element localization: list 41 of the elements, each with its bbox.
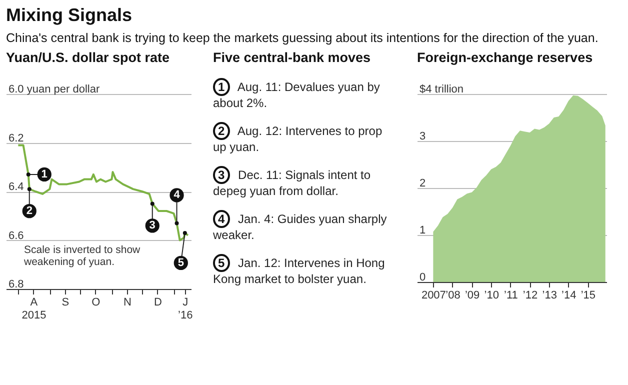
y-tick-label: 6.0 yuan per dollar [8,84,100,96]
text: 2 Aug. 12: Intervenes to prop up yuan. [213,123,384,155]
y-tick-label: $4 trillion [420,84,464,96]
x-tick-label: ’12 [522,290,538,302]
x-tick-label: N [123,296,132,308]
y-tick-label: 2 [420,178,426,190]
annotation: 5 [178,256,184,269]
chart-title: Foreign-exchange reserves [417,50,594,65]
text: 3 Dec. 11: Signals intent to depeg yuan from dollar. [213,167,372,199]
text: 4 Jan. 4: Guides yuan sharply weaker. [213,211,388,243]
y-tick-label: 6.8 [8,278,24,290]
x-tick-label: ’15 [580,290,596,302]
x-tick-label: ’09 [464,290,480,302]
x-tick-label: ’11 [504,290,518,302]
text: 1 Aug. 11: Devalues yuan by about 2%. [213,79,381,111]
chart-title: Yuan/U.S. dollar spot rate [6,50,171,65]
x-tick-label: D [154,296,162,308]
x-tick-label: ’10 [484,290,499,302]
y-tick-label: 6.6 [8,230,24,242]
text: 5 Jan. 12: Intervenes in Hong Kong market to bolster yuan. [213,255,386,287]
annotation: 1 [41,168,48,180]
y-tick-label: 3 [420,130,426,142]
y-tick-label: 6.2 [8,132,24,144]
x-tick-label: S [62,296,70,308]
x-tick-label: 2007 [421,290,446,302]
text: Five central-bank moves [213,50,372,65]
annotation: 4 [174,189,181,202]
annotation: 3 [149,220,156,232]
y-tick-label: 0 [420,272,426,284]
y-tick-label: 6.4 [8,181,24,193]
x-tick-label: ’14 [562,290,576,302]
annotation: Scale is inverted to show weakening of yuan. [23,244,141,268]
x-tick-label: ’08 [446,290,460,302]
annotation: 2 [26,205,32,218]
text: Mixing Signals [6,5,132,25]
x-tick-label: ’13 [542,290,557,302]
x-tick-label: A 2015 [22,296,46,322]
y-tick-label: 1 [420,224,426,236]
x-tick-label: J ’16 [178,296,193,322]
text: China's central bank is trying to keep the markets guessing about its intentions for the direction of the yuan. [6,31,598,45]
x-tick-label: O [92,296,101,308]
